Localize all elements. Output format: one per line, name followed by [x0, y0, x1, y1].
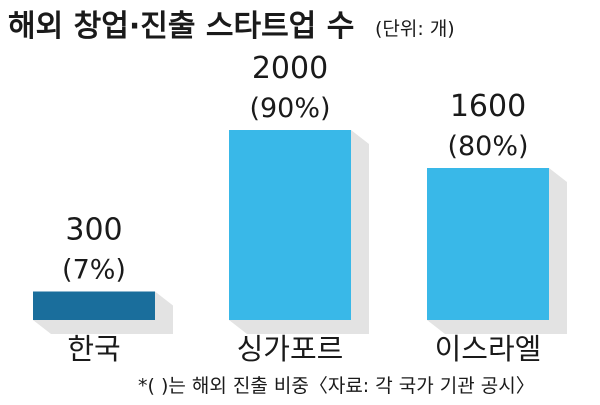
chart-title: 해외 창업·진출 스타트업 수 — [8, 9, 354, 44]
bar-value-label: 300 — [65, 213, 122, 248]
category-label: 한국 — [67, 332, 120, 366]
bar-3 — [427, 168, 549, 320]
bar-shadow — [33, 291, 173, 334]
bar-2 — [229, 130, 351, 320]
category-label: 싱가포르 — [237, 332, 344, 366]
bar-percent-label: (7%) — [62, 255, 126, 286]
bar-value-label: 1600 — [450, 89, 526, 124]
chart-footnote: *( )는 해외 진출 비중〈자료: 각 국가 기관 공시〉 — [138, 375, 535, 397]
bars-layer: 300 (7%) 한국 2000 (90%) 싱가포르 1600 (80%) 이스라엘 — [33, 51, 567, 366]
bar-percent-label: (80%) — [447, 131, 528, 162]
bar-value-label: 2000 — [252, 51, 328, 86]
category-label: 이스라엘 — [435, 332, 542, 366]
bar-1 — [33, 291, 155, 320]
bar-percent-label: (90%) — [249, 93, 330, 124]
bar-shadow — [229, 130, 369, 334]
chart-unit: (단위: 개) — [375, 18, 455, 40]
bar-shadow — [427, 168, 567, 334]
